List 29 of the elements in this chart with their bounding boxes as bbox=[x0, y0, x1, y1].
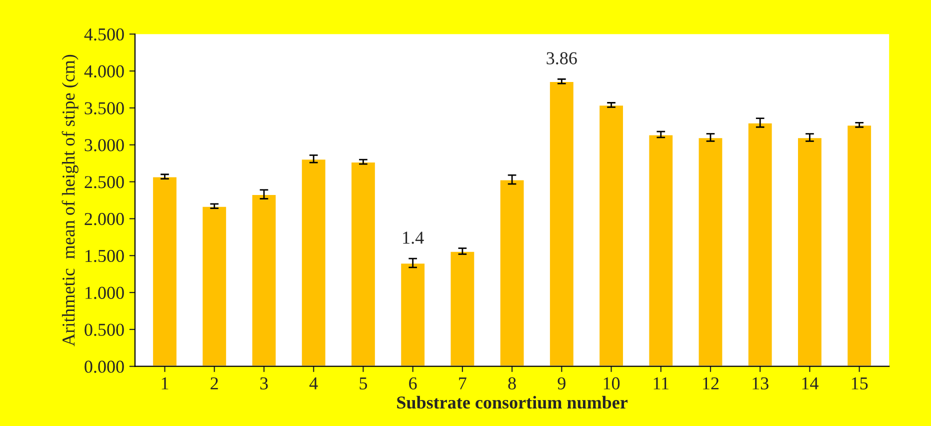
x-axis-title: Substrate consortium number bbox=[397, 396, 628, 409]
y-tick-label: 1.500 bbox=[86, 250, 124, 262]
x-tick-label: 4 bbox=[309, 377, 318, 390]
data-label: 3.86 bbox=[546, 52, 577, 64]
x-tick-label: 14 bbox=[802, 377, 818, 390]
y-tick-label: 2.000 bbox=[84, 212, 124, 226]
y-tick-label: 3.500 bbox=[84, 102, 124, 114]
x-tick-label: 1 bbox=[162, 377, 168, 390]
y-axis-title: Arithmetic mean of height of stipe (cm) bbox=[62, 54, 78, 346]
y-tick-label: 2.500 bbox=[84, 176, 124, 188]
y-tick-label: 0.000 bbox=[84, 360, 124, 373]
x-tick-label: 13 bbox=[752, 377, 768, 390]
x-tick-label: 5 bbox=[360, 377, 368, 390]
x-tick-label: 7 bbox=[459, 377, 466, 390]
y-tick-label: 4.000 bbox=[84, 65, 124, 78]
x-tick-label: 15 bbox=[852, 377, 868, 390]
x-tick-label: 8 bbox=[508, 377, 516, 390]
data-label: 1.4 bbox=[403, 232, 424, 244]
x-tick-label: 11 bbox=[654, 377, 668, 390]
x-tick-label: 9 bbox=[558, 377, 566, 390]
x-tick-label: 2 bbox=[210, 377, 218, 390]
x-tick-label: 3 bbox=[260, 377, 268, 390]
x-tick-label: 10 bbox=[604, 377, 620, 390]
x-tick-label: 6 bbox=[409, 377, 417, 390]
y-tick-label: 3.000 bbox=[84, 139, 124, 152]
x-tick-label: 12 bbox=[703, 377, 719, 390]
y-tick-label: 1.000 bbox=[86, 286, 124, 300]
y-tick-label: 4.500 bbox=[84, 28, 124, 41]
y-tick-label: 0.500 bbox=[84, 324, 124, 336]
